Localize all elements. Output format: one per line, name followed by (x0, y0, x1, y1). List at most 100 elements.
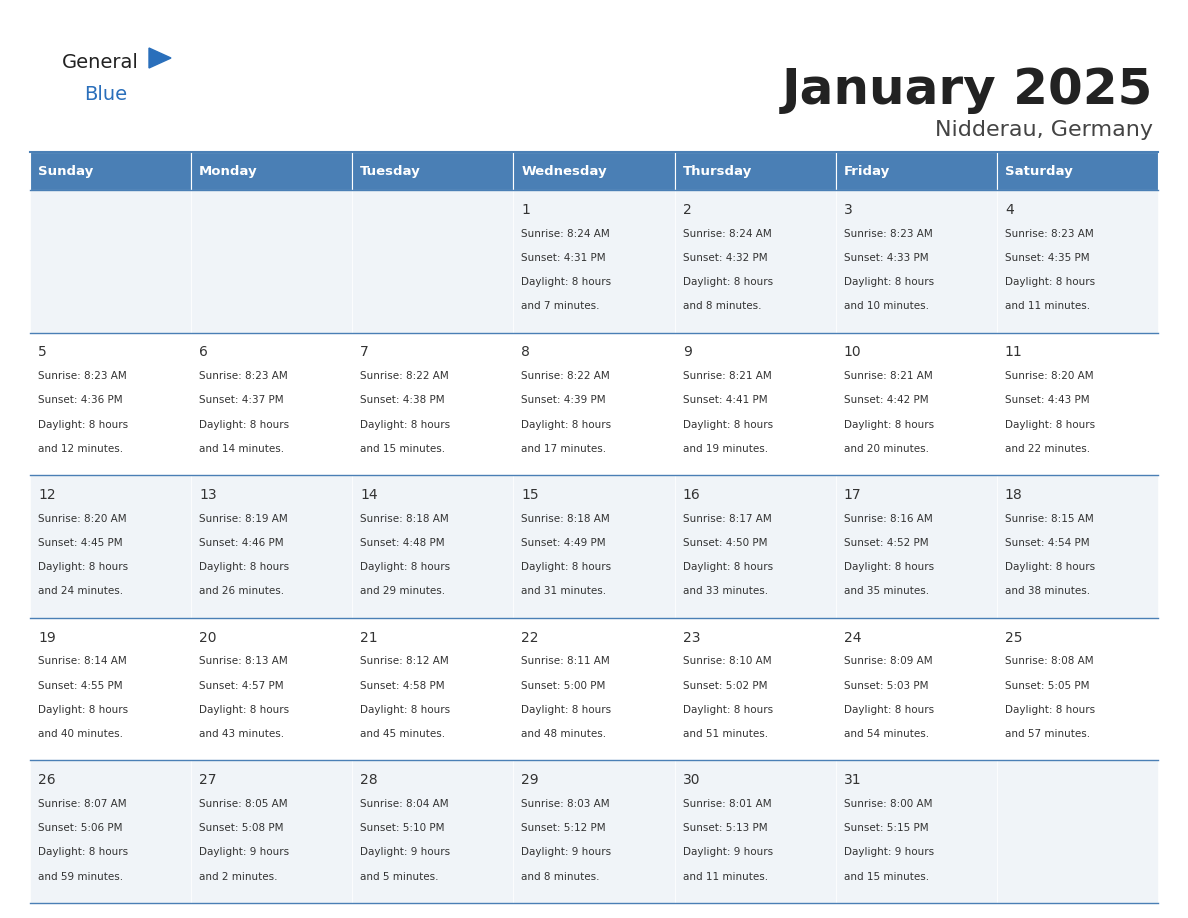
Bar (30, 760, 191, 903)
Text: Thursday: Thursday (683, 164, 752, 177)
Text: Sunrise: 8:24 AM: Sunrise: 8:24 AM (683, 229, 771, 239)
Text: and 33 minutes.: and 33 minutes. (683, 587, 767, 597)
Text: 17: 17 (843, 488, 861, 502)
Bar (835, 190, 997, 332)
Bar (513, 190, 675, 332)
Text: and 5 minutes.: and 5 minutes. (360, 871, 438, 881)
Text: Sunset: 4:35 PM: Sunset: 4:35 PM (1005, 252, 1089, 263)
Text: and 10 minutes.: and 10 minutes. (843, 301, 929, 311)
Text: Friday: Friday (843, 164, 890, 177)
Text: 12: 12 (38, 488, 56, 502)
Text: Sunset: 4:33 PM: Sunset: 4:33 PM (843, 252, 928, 263)
Bar (30, 190, 191, 332)
Text: 26: 26 (38, 773, 56, 788)
Text: Sunrise: 8:21 AM: Sunrise: 8:21 AM (843, 371, 933, 381)
Bar (675, 618, 835, 760)
Bar (997, 152, 1158, 190)
Bar (191, 760, 353, 903)
Text: 13: 13 (200, 488, 217, 502)
Bar (675, 476, 835, 618)
Text: and 51 minutes.: and 51 minutes. (683, 729, 767, 739)
Text: 6: 6 (200, 345, 208, 360)
Text: Sunset: 4:37 PM: Sunset: 4:37 PM (200, 396, 284, 406)
Text: and 29 minutes.: and 29 minutes. (360, 587, 446, 597)
Text: Sunset: 5:02 PM: Sunset: 5:02 PM (683, 680, 767, 690)
Text: Sunset: 5:00 PM: Sunset: 5:00 PM (522, 680, 606, 690)
Text: Sunset: 5:10 PM: Sunset: 5:10 PM (360, 823, 444, 834)
Text: Sunset: 4:32 PM: Sunset: 4:32 PM (683, 252, 767, 263)
Text: 15: 15 (522, 488, 539, 502)
Bar (353, 152, 513, 190)
Text: Daylight: 8 hours: Daylight: 8 hours (683, 420, 772, 430)
Text: 18: 18 (1005, 488, 1023, 502)
Text: and 43 minutes.: and 43 minutes. (200, 729, 284, 739)
Bar (191, 152, 353, 190)
Text: and 17 minutes.: and 17 minutes. (522, 443, 607, 453)
Bar (191, 476, 353, 618)
Text: 4: 4 (1005, 203, 1013, 217)
Text: Sunset: 4:36 PM: Sunset: 4:36 PM (38, 396, 122, 406)
Bar (675, 332, 835, 476)
Text: 11: 11 (1005, 345, 1023, 360)
Text: Sunrise: 8:07 AM: Sunrise: 8:07 AM (38, 799, 127, 809)
Text: and 59 minutes.: and 59 minutes. (38, 871, 124, 881)
Text: 19: 19 (38, 631, 56, 644)
Text: January 2025: January 2025 (782, 66, 1154, 114)
Text: Sunset: 4:46 PM: Sunset: 4:46 PM (200, 538, 284, 548)
Bar (191, 190, 353, 332)
Text: Daylight: 8 hours: Daylight: 8 hours (38, 705, 128, 715)
Text: Daylight: 8 hours: Daylight: 8 hours (1005, 705, 1095, 715)
Text: Tuesday: Tuesday (360, 164, 421, 177)
Text: Sunrise: 8:23 AM: Sunrise: 8:23 AM (38, 371, 127, 381)
Text: Sunrise: 8:22 AM: Sunrise: 8:22 AM (360, 371, 449, 381)
Text: Sunrise: 8:22 AM: Sunrise: 8:22 AM (522, 371, 611, 381)
Text: and 12 minutes.: and 12 minutes. (38, 443, 124, 453)
Text: Sunday: Sunday (38, 164, 94, 177)
Bar (353, 476, 513, 618)
Text: Daylight: 8 hours: Daylight: 8 hours (38, 420, 128, 430)
Text: 20: 20 (200, 631, 216, 644)
Text: Sunrise: 8:11 AM: Sunrise: 8:11 AM (522, 656, 611, 666)
Text: Wednesday: Wednesday (522, 164, 607, 177)
Text: and 14 minutes.: and 14 minutes. (200, 443, 284, 453)
Bar (835, 760, 997, 903)
Text: 1: 1 (522, 203, 530, 217)
Text: Sunset: 4:48 PM: Sunset: 4:48 PM (360, 538, 446, 548)
Text: 14: 14 (360, 488, 378, 502)
Text: 9: 9 (683, 345, 691, 360)
Text: Sunrise: 8:15 AM: Sunrise: 8:15 AM (1005, 514, 1094, 523)
Text: 2: 2 (683, 203, 691, 217)
Text: 5: 5 (38, 345, 46, 360)
Bar (513, 332, 675, 476)
Text: Sunrise: 8:21 AM: Sunrise: 8:21 AM (683, 371, 771, 381)
Bar (675, 190, 835, 332)
Text: Sunrise: 8:05 AM: Sunrise: 8:05 AM (200, 799, 287, 809)
Text: Sunrise: 8:23 AM: Sunrise: 8:23 AM (200, 371, 287, 381)
Bar (30, 476, 191, 618)
Text: and 24 minutes.: and 24 minutes. (38, 587, 124, 597)
Text: Sunrise: 8:23 AM: Sunrise: 8:23 AM (1005, 229, 1094, 239)
Text: Sunset: 4:39 PM: Sunset: 4:39 PM (522, 396, 606, 406)
Text: Daylight: 8 hours: Daylight: 8 hours (1005, 562, 1095, 572)
Text: Daylight: 8 hours: Daylight: 8 hours (843, 420, 934, 430)
Text: 3: 3 (843, 203, 853, 217)
Text: Daylight: 8 hours: Daylight: 8 hours (522, 420, 612, 430)
Text: Daylight: 8 hours: Daylight: 8 hours (522, 562, 612, 572)
Bar (353, 618, 513, 760)
Text: Daylight: 8 hours: Daylight: 8 hours (683, 562, 772, 572)
Bar (353, 190, 513, 332)
Bar (835, 476, 997, 618)
Text: Daylight: 8 hours: Daylight: 8 hours (38, 562, 128, 572)
Text: Sunset: 4:45 PM: Sunset: 4:45 PM (38, 538, 122, 548)
Bar (191, 618, 353, 760)
Bar (835, 618, 997, 760)
Text: Sunset: 4:38 PM: Sunset: 4:38 PM (360, 396, 446, 406)
Bar (191, 332, 353, 476)
Text: Sunrise: 8:03 AM: Sunrise: 8:03 AM (522, 799, 611, 809)
Text: 31: 31 (843, 773, 861, 788)
Text: Sunset: 4:43 PM: Sunset: 4:43 PM (1005, 396, 1089, 406)
Text: Daylight: 8 hours: Daylight: 8 hours (522, 705, 612, 715)
Text: Daylight: 8 hours: Daylight: 8 hours (38, 847, 128, 857)
Bar (30, 618, 191, 760)
Text: Sunrise: 8:20 AM: Sunrise: 8:20 AM (38, 514, 127, 523)
